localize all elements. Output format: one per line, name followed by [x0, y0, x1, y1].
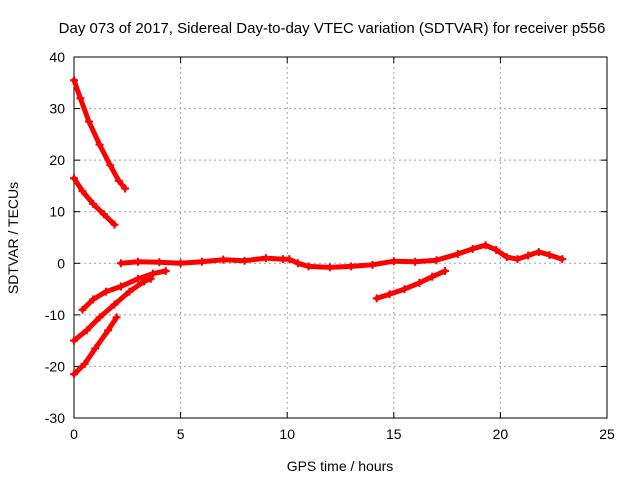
data-point	[285, 255, 294, 264]
x-tick-labels: 0 5 10 15 20 25	[70, 426, 615, 442]
data-point	[104, 326, 113, 335]
data-point	[400, 285, 409, 294]
series-arc-c	[78, 267, 170, 314]
data-point	[116, 259, 125, 268]
chart-title: Day 073 of 2017, Sidereal Day-to-day VTE…	[59, 20, 606, 37]
data-point	[70, 174, 78, 183]
series-arc-b	[70, 174, 119, 229]
data-point	[389, 257, 398, 266]
data-point	[197, 257, 206, 266]
data-point	[502, 253, 511, 262]
data-point	[240, 256, 249, 265]
series-line	[118, 242, 565, 270]
plot-frame	[73, 56, 608, 419]
data-point	[385, 290, 394, 299]
y-tick-label: 30	[49, 101, 65, 117]
x-tick-label: 15	[386, 426, 402, 442]
data-point	[78, 187, 87, 196]
grid	[74, 57, 607, 418]
data-point	[558, 255, 567, 264]
data-point	[99, 210, 108, 219]
data-point	[70, 76, 78, 85]
data-point	[534, 247, 543, 256]
y-tick-label: -10	[45, 307, 65, 323]
data-point	[101, 287, 110, 296]
data-point	[89, 295, 98, 304]
y-tick-label: 40	[49, 49, 65, 65]
data-point	[304, 262, 313, 271]
ticks	[73, 56, 608, 419]
data-point	[89, 199, 98, 208]
series-main	[116, 241, 567, 272]
series-arc-d	[70, 274, 155, 345]
data-point	[148, 269, 157, 278]
series-arc-f	[372, 267, 449, 303]
data-point	[347, 262, 356, 271]
series-layer	[70, 76, 567, 379]
data-point	[140, 277, 149, 286]
y-tick-labels: -30 -20 -10 0 10 20 30 40	[45, 49, 65, 426]
data-point	[325, 263, 334, 272]
x-tick-label: 10	[279, 426, 295, 442]
data-point	[84, 117, 93, 126]
data-point	[125, 287, 134, 296]
data-point	[91, 344, 100, 353]
x-axis-label: GPS time / hours	[287, 458, 394, 474]
data-point	[440, 267, 449, 276]
data-point	[70, 370, 78, 379]
x-tick-label: 20	[493, 426, 509, 442]
data-point	[492, 245, 501, 254]
data-point	[368, 260, 377, 269]
data-point	[78, 305, 87, 314]
data-point	[146, 274, 155, 283]
data-point	[481, 241, 490, 250]
y-tick-label: 0	[57, 255, 65, 271]
data-point	[133, 257, 142, 266]
data-point	[155, 258, 164, 267]
series-arc-e	[70, 313, 121, 379]
data-point	[161, 267, 170, 276]
data-point	[293, 259, 302, 268]
data-point	[80, 359, 89, 368]
data-point	[112, 313, 121, 322]
data-point	[70, 336, 78, 345]
data-point	[121, 184, 130, 193]
data-point	[76, 94, 85, 103]
data-point	[110, 220, 119, 229]
data-point	[95, 313, 104, 322]
y-tick-label: 10	[49, 204, 65, 220]
data-point	[545, 251, 554, 260]
data-point	[110, 300, 119, 309]
data-point	[133, 274, 142, 283]
x-tick-label: 5	[177, 426, 185, 442]
data-point	[468, 244, 477, 253]
data-point	[261, 254, 270, 263]
data-point	[82, 326, 91, 335]
y-axis-label: SDTVAR / TECUs	[5, 182, 21, 294]
data-point	[116, 282, 125, 291]
data-point	[411, 257, 420, 266]
x-tick-label: 25	[599, 426, 615, 442]
data-point	[513, 255, 522, 264]
data-point	[372, 294, 381, 303]
x-tick-label: 0	[70, 426, 78, 442]
data-point	[428, 272, 437, 281]
data-point	[219, 255, 228, 264]
data-point	[176, 259, 185, 268]
data-point	[524, 251, 533, 260]
data-point	[106, 161, 115, 170]
data-point	[453, 250, 462, 259]
series-arc-a	[70, 76, 130, 193]
y-tick-label: 20	[49, 152, 65, 168]
series-line	[71, 175, 117, 228]
y-tick-label: -30	[45, 410, 65, 426]
data-point	[415, 278, 424, 287]
data-point	[114, 176, 123, 185]
data-point	[432, 256, 441, 265]
y-tick-label: -20	[45, 358, 65, 374]
data-point	[95, 140, 104, 149]
series-line	[71, 77, 128, 191]
